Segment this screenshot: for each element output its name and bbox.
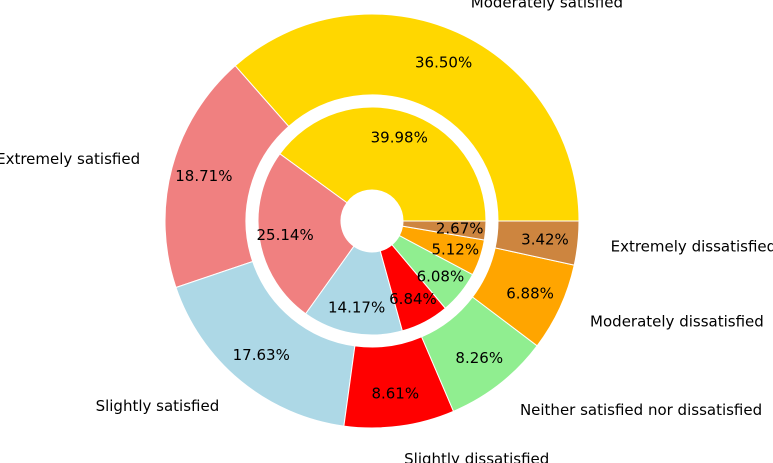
inner-ring-value-label: 5.12% bbox=[431, 240, 479, 258]
outer-ring-value-label: 8.26% bbox=[455, 349, 503, 367]
outer-ring-value-label: 36.50% bbox=[415, 53, 472, 71]
outer-ring-slice-slightly-satisfied bbox=[175, 260, 356, 427]
outer-ring-value-label: 8.61% bbox=[371, 384, 419, 402]
inner-ring-value-label: 25.14% bbox=[257, 226, 314, 244]
category-label: Moderately satisfied bbox=[471, 0, 623, 11]
inner-ring-slice-extremely-satisfied bbox=[257, 153, 355, 315]
inner-ring-slice-extremely-dissatisfied bbox=[401, 220, 487, 241]
outer-ring-slice-moderately-satisfied bbox=[234, 13, 580, 222]
category-label: Neither satisfied nor dissatisfied bbox=[520, 401, 762, 419]
outer-ring-value-label: 18.71% bbox=[175, 167, 232, 185]
outer-ring-slice-extremely-satisfied bbox=[164, 64, 290, 289]
outer-ring-value-label: 3.42% bbox=[521, 231, 569, 249]
category-label: Slightly dissatisfied bbox=[404, 450, 549, 463]
outer-ring-value-label: 17.63% bbox=[233, 346, 290, 364]
category-label: Moderately dissatisfied bbox=[590, 312, 764, 330]
inner-ring-slice-slightly-satisfied bbox=[304, 245, 403, 336]
inner-ring-value-label: 14.17% bbox=[328, 299, 385, 317]
inner-ring-slice-moderately-satisfied bbox=[279, 106, 487, 222]
inner-ring-value-label: 2.67% bbox=[436, 219, 484, 237]
category-label: Slightly satisfied bbox=[96, 397, 220, 415]
category-label: Extremely dissatisfied bbox=[611, 238, 773, 256]
outer-ring-value-label: 6.88% bbox=[506, 285, 554, 303]
inner-ring-value-label: 6.08% bbox=[417, 267, 465, 285]
outer-ring-slice-extremely-dissatisfied bbox=[494, 220, 580, 266]
category-label: Extremely satisfied bbox=[0, 150, 140, 168]
inner-ring-value-label: 6.84% bbox=[389, 290, 437, 308]
inner-ring-value-label: 39.98% bbox=[371, 128, 428, 146]
